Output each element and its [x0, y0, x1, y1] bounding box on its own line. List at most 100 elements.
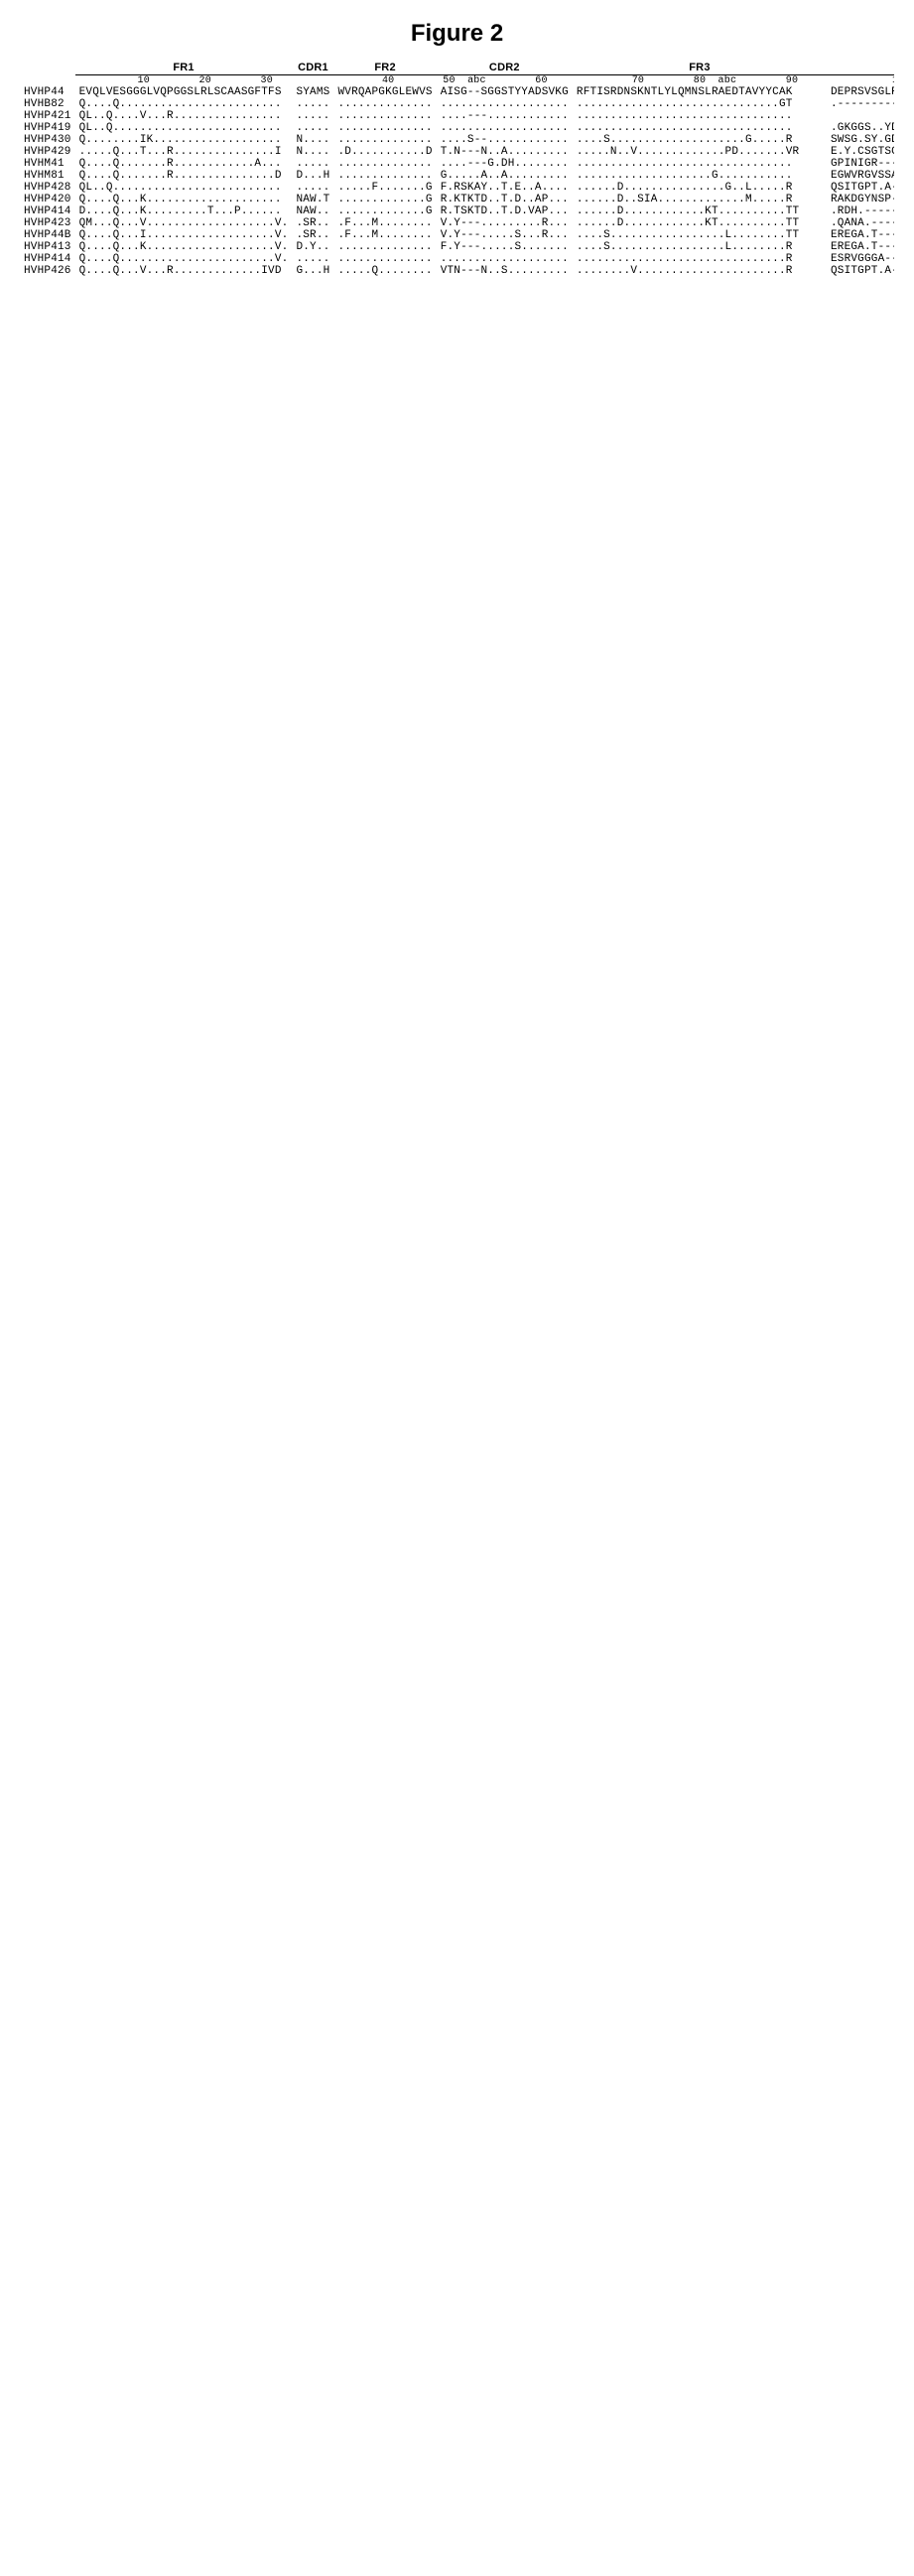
sequence-cell: .....N..V.............PD.......VR [573, 146, 827, 158]
sequence-cell: Q....Q...V...R.............IVD [75, 265, 293, 277]
sequence-cell: AISG--SGGSTYYADSVKG [437, 86, 573, 98]
sequence-cell: ...............................R [573, 253, 827, 265]
sequence-cell: .SR.. [292, 229, 333, 241]
sequence-cell [827, 110, 894, 122]
region-header-row: FR1 CDR1 FR2 CDR2 FR3 CDR3 FR4 Frequency [20, 62, 894, 75]
sequence-row: HVHP44EVQLVESGGGLVQPGGSLRLSCAASGFTFSSYAM… [20, 86, 894, 98]
sequence-name: HVHP428 [20, 182, 75, 194]
sequence-cell: QL..Q....V...R................ [75, 110, 293, 122]
sequence-cell: D...H [292, 170, 333, 182]
sequence-cell: ................................ [573, 158, 827, 170]
sequence-cell: ................................ [573, 110, 827, 122]
sequence-cell: N.... [292, 134, 333, 146]
sequence-cell: .D...........D [333, 146, 436, 158]
figure-title: Figure 2 [20, 20, 894, 48]
sequence-name: HVHP44 [20, 86, 75, 98]
sequence-cell: NAW.T [292, 194, 333, 205]
sequence-cell: ....S.................L........R [573, 241, 827, 253]
sequence-cell: RAKDGYNSP----E.Y [827, 194, 894, 205]
sequence-cell: ....S....................G.....R [573, 134, 827, 146]
sequence-name: HVHP414 [20, 205, 75, 217]
sequence-cell: ..... [292, 253, 333, 265]
ruler-cell: 50 abc 60 [437, 75, 573, 87]
sequence-cell: ..... [292, 110, 333, 122]
sequence-name: HVHM41 [20, 158, 75, 170]
sequence-name: HVHB82 [20, 98, 75, 110]
sequence-name: HVHP430 [20, 134, 75, 146]
ruler-cell: 70 80 abc 90 [573, 75, 827, 87]
sequence-cell: EVQLVESGGGLVQPGGSLRLSCAASGFTFS [75, 86, 293, 98]
sequence-cell: QSITGPT.A----F.I [827, 265, 894, 277]
sequence-cell: ........V......................R [573, 265, 827, 277]
sequence-body: HVHP44EVQLVESGGGLVQPGGSLRLSCAASGFTFSSYAM… [20, 86, 894, 277]
sequence-name: HVHP419 [20, 122, 75, 134]
sequence-cell: V.Y---.........R... [437, 217, 573, 229]
sequence-cell: .------------MEV [827, 98, 894, 110]
sequence-name: HVHM81 [20, 170, 75, 182]
sequence-cell: .....Q........ [333, 265, 436, 277]
sequence-cell: NAW.. [292, 205, 333, 217]
sequence-cell: R.KTKTD..T.D..AP... [437, 194, 573, 205]
sequence-cell: QL..Q......................... [75, 182, 293, 194]
region-label: FR1 [75, 62, 293, 75]
sequence-cell: DEPRSVSGLRGV-VDS [827, 86, 894, 98]
sequence-row: HVHP419QL..Q............................… [20, 122, 894, 134]
sequence-row: HVHP428QL..Q............................… [20, 182, 894, 194]
sequence-row: HVHB82Q....Q............................… [20, 98, 894, 110]
sequence-name: HVHP414 [20, 253, 75, 265]
sequence-row: HVHP414D....Q...K.........T...P......NAW… [20, 205, 894, 217]
sequence-cell: E.Y.CSGTSCPGAF.I [827, 146, 894, 158]
sequence-cell: ..... [292, 122, 333, 134]
sequence-cell: VTN---N..S......... [437, 265, 573, 277]
sequence-cell: .RDH.--------SG. [827, 205, 894, 217]
sequence-cell: R.TSKTD..T.D.VAP... [437, 205, 573, 217]
sequence-cell: .............. [333, 110, 436, 122]
sequence-cell: G...H [292, 265, 333, 277]
ruler-cell: 40 [333, 75, 436, 87]
sequence-cell: .............G [333, 194, 436, 205]
sequence-name: HVHP421 [20, 110, 75, 122]
alignment-container: FR1 CDR1 FR2 CDR2 FR3 CDR3 FR4 Frequency… [20, 62, 894, 277]
sequence-row: HVHP426Q....Q...V...R.............IVDG..… [20, 265, 894, 277]
blank [20, 75, 75, 87]
sequence-cell: QSITGPT.A----F.V [827, 182, 894, 194]
sequence-cell: .............. [333, 98, 436, 110]
sequence-cell: .............. [333, 158, 436, 170]
sequence-cell: Q....Q........................ [75, 98, 293, 110]
sequence-cell: RFTISRDNSKNTLYLQMNSLRAEDTAVYYCAK [573, 86, 827, 98]
sequence-cell: Q....Q.......R...............D [75, 170, 293, 182]
ruler-cell: 100 --->h [827, 75, 894, 87]
sequence-name: HVHP44B [20, 229, 75, 241]
sequence-cell: ................... [437, 122, 573, 134]
sequence-name: HVHP429 [20, 146, 75, 158]
sequence-cell: .............. [333, 134, 436, 146]
sequence-row: HVHP421QL..Q....V...R...................… [20, 110, 894, 122]
sequence-cell: ..... [292, 182, 333, 194]
sequence-cell: QM...Q...V...................V. [75, 217, 293, 229]
sequence-cell: ..............................GT [573, 98, 827, 110]
region-label: FR2 [333, 62, 436, 75]
sequence-cell: .............. [333, 241, 436, 253]
sequence-cell: ..... [292, 98, 333, 110]
sequence-row: HVHM41Q....Q.......R............A.......… [20, 158, 894, 170]
sequence-cell: ......D............KT..........TT [573, 205, 827, 217]
sequence-cell: G.....A..A......... [437, 170, 573, 182]
sequence-row: HVHP420Q....Q...K....................NAW… [20, 194, 894, 205]
sequence-cell: N.... [292, 146, 333, 158]
sequence-row: HVHP430Q........IK...................N..… [20, 134, 894, 146]
sequence-row: HVHP44BQ....Q...I...................V..S… [20, 229, 894, 241]
sequence-cell: WVRQAPGKGLEWVS [333, 86, 436, 98]
sequence-cell: .QANA.------F.I [827, 217, 894, 229]
sequence-name: HVHP413 [20, 241, 75, 253]
sequence-cell: ....S.................L........TT [573, 229, 827, 241]
sequence-cell: EGWVRGVSSAP--F.Y [827, 170, 894, 182]
sequence-cell: .....Q...T...R...............I [75, 146, 293, 158]
sequence-cell: SWSG.SY.GD----L. [827, 134, 894, 146]
sequence-cell: .............. [333, 253, 436, 265]
sequence-cell: .............. [333, 122, 436, 134]
sequence-cell: V.Y---.....S...R... [437, 229, 573, 241]
sequence-row: HVHP423QM...Q...V...................V..S… [20, 217, 894, 229]
sequence-cell: Q....Q...K.................... [75, 194, 293, 205]
sequence-cell: ....................G........... [573, 170, 827, 182]
sequence-cell: .....F.......G [333, 182, 436, 194]
